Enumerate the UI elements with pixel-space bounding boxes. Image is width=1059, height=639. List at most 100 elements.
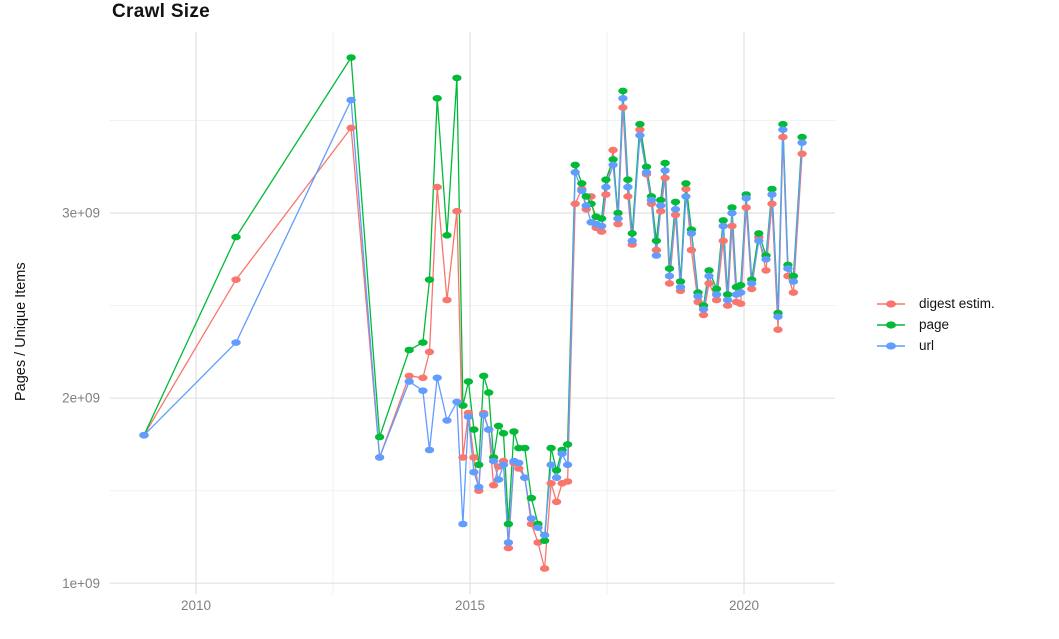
data-point-url [479, 411, 489, 419]
data-point-url [613, 215, 623, 222]
data-point-page [651, 237, 662, 245]
data-point-page [418, 339, 428, 346]
data-point-digest-estim- [503, 544, 514, 552]
data-point-page [484, 389, 494, 396]
data-point-url [660, 167, 670, 174]
data-point-url [718, 222, 728, 230]
data-point-url [514, 459, 524, 467]
data-point-page [498, 430, 509, 437]
data-point-digest-estim- [736, 300, 746, 308]
data-point-digest-estim- [651, 246, 662, 254]
data-point-page [664, 265, 675, 272]
data-point-page [581, 193, 591, 200]
data-point-url [596, 222, 607, 230]
y-tick-label: 2e+09 [62, 391, 100, 406]
data-point-digest-estim- [767, 200, 777, 208]
data-point-page [797, 133, 807, 141]
data-point-url [698, 306, 709, 313]
data-point-page [562, 441, 573, 448]
data-point-digest-estim- [488, 481, 499, 489]
data-point-digest-estim- [346, 124, 356, 132]
data-point-url [581, 202, 591, 209]
data-point-url [570, 169, 580, 176]
data-point-digest-estim- [618, 104, 628, 111]
data-point-url [747, 280, 757, 287]
data-point-digest-estim- [526, 520, 537, 528]
data-point-url [469, 468, 479, 476]
data-point-url [646, 196, 657, 204]
data-point-page [551, 467, 562, 474]
data-point-url [788, 278, 799, 285]
data-point-digest-estim- [539, 565, 550, 572]
data-point-url [374, 454, 385, 461]
data-point-url [778, 126, 788, 133]
data-point-url [346, 96, 356, 104]
data-point-digest-estim- [797, 150, 807, 158]
data-point-digest-estim- [656, 207, 666, 215]
data-point-url [722, 296, 733, 304]
legend-label: url [919, 338, 935, 353]
data-point-url [656, 202, 666, 209]
data-point-digest-estim- [773, 326, 783, 334]
data-point-digest-estim- [623, 193, 633, 200]
data-point-url [463, 413, 474, 421]
data-point-url [635, 132, 645, 139]
data-point-url [797, 139, 807, 146]
data-point-page [452, 74, 462, 82]
data-point-page [474, 461, 484, 469]
data-point-url [641, 169, 652, 176]
data-point-url [484, 426, 494, 433]
data-point-url [618, 95, 628, 102]
data-point-digest-estim- [698, 311, 709, 319]
data-point-page [736, 281, 746, 289]
x-tick-label: 2020 [729, 598, 759, 613]
data-point-url [418, 387, 428, 395]
data-point-digest-estim- [741, 204, 751, 211]
data-point-url [432, 374, 442, 382]
data-point-page [754, 230, 764, 237]
y-tick-label: 3e+09 [62, 206, 100, 221]
data-point-page [623, 176, 633, 183]
data-point-url [546, 461, 556, 469]
data-point-digest-estim- [664, 280, 675, 287]
data-point-url [601, 183, 611, 191]
data-point-url [608, 161, 618, 169]
legend-label: page [919, 317, 950, 332]
data-point-digest-estim- [601, 191, 611, 198]
data-point-digest-estim- [670, 211, 681, 219]
data-point-page [442, 232, 452, 239]
data-point-page [539, 537, 550, 544]
data-point-url [539, 531, 550, 539]
data-point-digest-estim- [551, 498, 562, 506]
data-point-url [686, 230, 697, 237]
data-point-page [520, 444, 530, 452]
data-point-digest-estim- [596, 228, 607, 235]
data-point-url [442, 417, 452, 424]
data-point-digest-estim- [613, 220, 623, 228]
x-tick-label: 2010 [181, 598, 211, 613]
data-point-page [727, 204, 737, 211]
data-point-digest-estim- [686, 246, 697, 254]
y-tick-label: 1e+09 [62, 576, 100, 591]
data-point-url [693, 293, 703, 300]
data-point-page [660, 159, 670, 167]
data-point-url [727, 209, 737, 217]
data-point-url [488, 457, 499, 465]
data-point-page [546, 444, 556, 452]
data-point-page [718, 217, 728, 224]
data-point-page [641, 163, 652, 171]
data-point-url [557, 450, 567, 458]
data-point-page [596, 215, 607, 222]
data-point-url [761, 255, 771, 263]
data-point-digest-estim- [418, 374, 428, 382]
data-point-page [767, 185, 777, 193]
data-point-url [741, 194, 751, 202]
data-point-url [577, 187, 587, 195]
data-point-url [139, 431, 149, 439]
data-point-digest-estim- [681, 185, 691, 193]
data-point-url [526, 515, 537, 522]
data-point-url [736, 289, 746, 296]
series-line-digest-estim- [143, 106, 803, 570]
data-point-url [493, 476, 504, 483]
data-point-page [493, 422, 504, 430]
